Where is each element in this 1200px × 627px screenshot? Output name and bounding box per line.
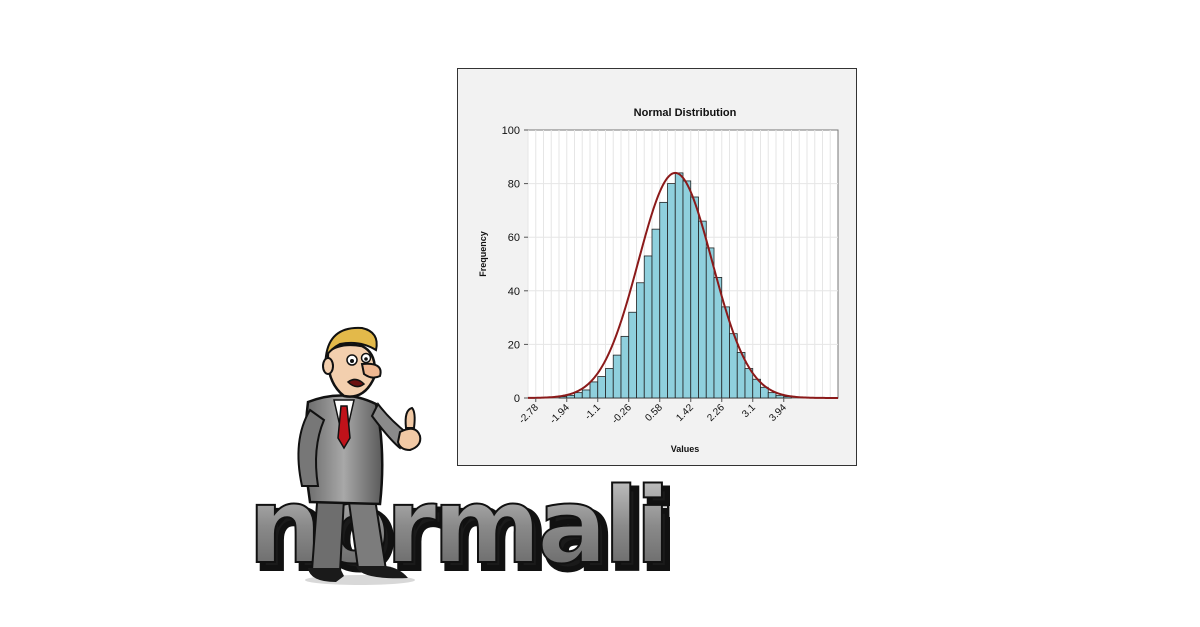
x-tick-label: 1.42: [674, 402, 696, 424]
y-axis-label: Frequency: [478, 231, 488, 277]
y-tick-label: 100: [502, 125, 520, 137]
histogram-bar: [682, 180, 692, 399]
x-axis-label: Values: [671, 444, 700, 454]
normality-cartoon: normality normality: [247, 326, 670, 590]
y-tick-label: 20: [508, 339, 520, 351]
histogram-bar: [698, 220, 707, 399]
y-axis: 0 20 40 60 80 100: [502, 125, 528, 405]
histogram-bars: [558, 172, 792, 399]
businessman-figure: [297, 326, 422, 585]
x-tick-label: 3.94: [767, 402, 789, 424]
y-tick-label: 80: [508, 179, 520, 191]
normal-curve-layer: [527, 171, 839, 399]
y-tick-label: 0: [514, 393, 520, 405]
y-tick-label: 60: [508, 232, 520, 244]
x-tick-label: 2.26: [705, 402, 727, 424]
histogram-bar: [690, 196, 699, 399]
normal-curve: [527, 171, 839, 399]
histogram-bar: [674, 172, 684, 399]
chart-panel: Normal Distribution 0 20 40 60 80 100 -2.78 -1…: [457, 68, 857, 466]
histogram-bar: [729, 333, 738, 399]
x-tick-label: 3.1: [740, 402, 758, 420]
histogram-bar: [767, 392, 777, 399]
histogram-bar: [705, 247, 715, 399]
chart-title: Normal Distribution: [634, 107, 737, 119]
y-tick-label: 40: [508, 286, 520, 298]
grid-lines: [527, 130, 838, 398]
